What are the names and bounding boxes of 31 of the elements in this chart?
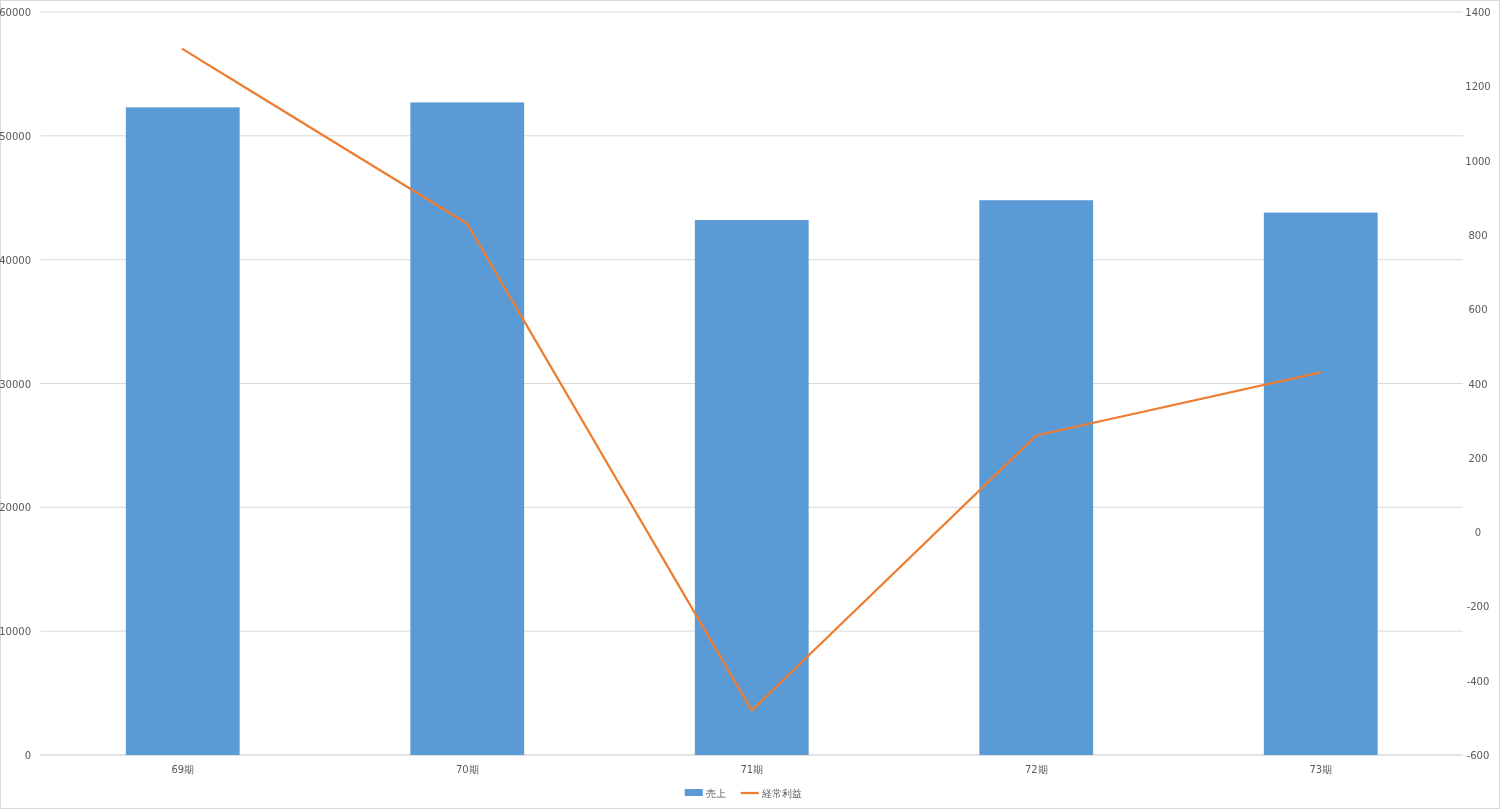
y-tick-label: 0 [24, 750, 31, 761]
y2-tick-label: -400 [1466, 675, 1490, 687]
bar [125, 107, 240, 755]
y2-tick-label: 1200 [1465, 81, 1491, 93]
bar [410, 102, 525, 755]
bar [979, 200, 1094, 755]
x-tick-label: 73期 [1309, 764, 1333, 775]
y2-tick-label: -200 [1466, 601, 1490, 613]
y-tick-label: 10000 [0, 626, 31, 638]
bar [1263, 212, 1378, 755]
y-tick-label: 40000 [0, 254, 31, 266]
legend-label: 経常利益 [760, 788, 802, 799]
x-tick-label: 69期 [171, 764, 195, 775]
x-tick-label: 70期 [455, 764, 479, 775]
x-tick-label: 71期 [740, 764, 764, 775]
x-tick-label: 72期 [1024, 764, 1048, 775]
y2-tick-label: 1400 [1465, 7, 1491, 18]
y2-tick-label: 1000 [1465, 155, 1491, 167]
bar [694, 220, 809, 755]
y2-tick-label: 600 [1468, 304, 1488, 316]
y-tick-label: 20000 [0, 502, 31, 514]
y2-tick-label: 800 [1468, 229, 1488, 241]
y-tick-label: 30000 [0, 378, 31, 390]
y-tick-label: 50000 [0, 130, 31, 142]
y-tick-label: 60000 [0, 7, 31, 18]
y2-tick-label: 200 [1468, 452, 1488, 464]
y2-tick-label: 400 [1468, 378, 1488, 390]
y2-tick-label: -600 [1466, 750, 1490, 761]
y2-tick-label: 0 [1474, 527, 1482, 539]
legend-label: 売上 [705, 788, 726, 799]
line-series [181, 48, 1322, 712]
